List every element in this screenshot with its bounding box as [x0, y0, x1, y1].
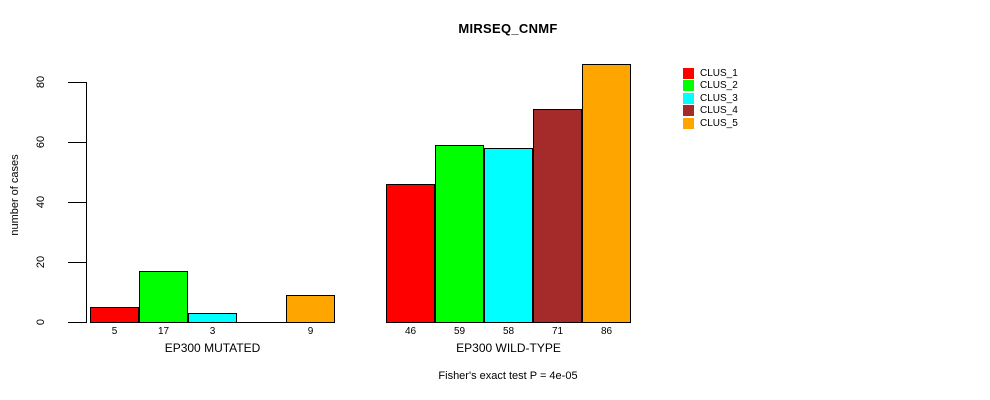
bar-value-label: 59 — [453, 326, 466, 337]
legend-label-clus-1: CLUS_1 — [700, 68, 738, 79]
legend-swatch-clus-2 — [683, 80, 694, 91]
bar-value-label: 58 — [502, 326, 515, 337]
bar-clus-1-group2 — [386, 184, 435, 323]
y-axis-tick-label: 60 — [35, 135, 47, 149]
annotation-text: Fisher's exact test P = 4e-05 — [438, 370, 578, 382]
legend-label-clus-4: CLUS_4 — [700, 105, 738, 116]
bar-value-label: 9 — [307, 326, 314, 337]
y-axis-label: number of cases — [9, 154, 21, 236]
y-axis-tick — [68, 82, 86, 83]
bar-value-label: 17 — [157, 326, 170, 337]
group-label: EP300 WILD-TYPE — [456, 341, 561, 355]
bar-clus-5-group2 — [582, 64, 631, 323]
y-axis-tick-label: 80 — [35, 75, 47, 89]
bar-clus-1-group1 — [90, 307, 139, 323]
bar-clus-2-group2 — [435, 145, 484, 323]
legend-swatch-clus-5 — [683, 118, 694, 129]
bar-clus-4-group2 — [533, 109, 582, 323]
bar-value-label: 46 — [404, 326, 417, 337]
y-axis-tick — [68, 262, 86, 263]
bar-clus-3-group2 — [484, 148, 533, 323]
legend-swatch-clus-1 — [683, 68, 694, 79]
y-axis-tick-label: 0 — [35, 318, 47, 326]
y-axis-tick — [68, 202, 86, 203]
legend-label-clus-3: CLUS_3 — [700, 93, 738, 104]
legend-swatch-clus-4 — [683, 105, 694, 116]
group-label: EP300 MUTATED — [164, 341, 261, 355]
legend-label-clus-5: CLUS_5 — [700, 118, 738, 129]
bar-value-label: 71 — [551, 326, 564, 337]
y-axis-line — [86, 82, 87, 323]
y-axis-tick — [68, 322, 86, 323]
y-axis-tick-label: 40 — [35, 195, 47, 209]
bar-value-label: 5 — [111, 326, 118, 337]
bar-value-label: 3 — [209, 326, 216, 337]
bar-clus-3-group1 — [188, 313, 237, 323]
y-axis-tick-label: 20 — [35, 255, 47, 269]
bar-clus-2-group1 — [139, 271, 188, 323]
chart-title: MIRSEQ_CNMF — [458, 21, 558, 36]
bar-value-label: 86 — [600, 326, 613, 337]
y-axis-tick — [68, 142, 86, 143]
bar-clus-5-group1 — [286, 295, 335, 323]
legend-swatch-clus-3 — [683, 93, 694, 104]
legend-label-clus-2: CLUS_2 — [700, 80, 738, 91]
bar-zero-baseline — [237, 322, 286, 323]
